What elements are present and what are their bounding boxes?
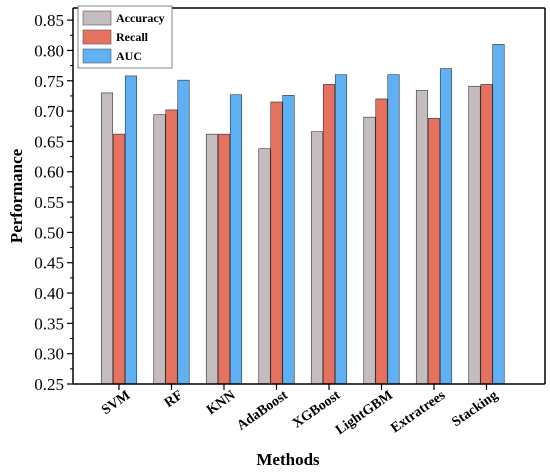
y-tick-label: 0.35: [34, 314, 64, 333]
bar-recall-lightgbm: [375, 98, 388, 385]
y-tick-label: 0.30: [34, 345, 64, 364]
legend-label-auc: AUC: [116, 49, 142, 63]
labels-layer: 0.25 0.30 0.35 0.40 0.45 0.50 0.55 0.60 0.65 0.70…: [7, 11, 501, 469]
bar-recall-extratrees: [427, 118, 441, 385]
bar-auc-lightgbm: [387, 74, 400, 385]
y-tick-label: 0.25: [34, 375, 64, 394]
y-axis-title: Performance: [7, 148, 26, 243]
bar-auc-svm: [124, 75, 138, 385]
x-tick-label-svm: SVM: [99, 388, 133, 418]
legend-swatch-auc: [82, 48, 112, 64]
bar-accuracy-xgboost: [310, 131, 324, 385]
bar-recall-xgboost: [322, 84, 336, 385]
x-tick-label-lightgbm: LightGBM: [333, 388, 396, 438]
bar-auc-adaboost: [282, 95, 295, 385]
bar-recall-svm: [112, 133, 126, 385]
bar-auc-xgboost: [334, 74, 348, 385]
legend-label-accuracy: Accuracy: [116, 11, 165, 25]
y-tick-label: 0.80: [34, 41, 64, 60]
bar-accuracy-knn: [205, 133, 219, 385]
bar-recall-rf: [165, 109, 178, 385]
bar-accuracy-rf: [153, 114, 166, 385]
y-tick-label: 0.55: [34, 193, 64, 212]
bar-auc-rf: [177, 79, 190, 385]
bar-accuracy-adaboost: [258, 148, 271, 385]
legend-swatch-accuracy: [82, 10, 112, 26]
bar-accuracy-svm: [100, 92, 114, 385]
y-tick-label: 0.50: [34, 223, 64, 242]
bar-recall-stacking: [480, 84, 493, 385]
bar-recall-adaboost: [270, 101, 283, 385]
x-tick-label-rf: RF: [162, 388, 186, 411]
x-tick-label-adaboost: AdaBoost: [234, 388, 291, 434]
y-tick-label: 0.75: [34, 72, 64, 91]
bar-recall-knn: [217, 133, 231, 385]
bar-auc-extratrees: [439, 68, 453, 385]
bar-accuracy-lightgbm: [363, 116, 376, 385]
y-tick-label: 0.85: [34, 11, 64, 30]
bar-accuracy-stacking: [468, 85, 481, 385]
bar-auc-stacking: [492, 44, 505, 385]
x-axis-title: Methods: [256, 450, 320, 469]
bar-accuracy-extratrees: [415, 90, 429, 385]
legend-label-recall: Recall: [116, 30, 149, 44]
y-tick-label: 0.70: [34, 102, 64, 121]
y-tick-label: 0.65: [34, 132, 64, 151]
legend-swatch-recall: [82, 29, 112, 45]
y-tick-label: 0.60: [34, 163, 64, 182]
y-tick-label: 0.40: [34, 284, 64, 303]
y-tick-label: 0.45: [34, 254, 64, 273]
x-tick-label-stacking: Stacking: [449, 388, 500, 430]
legend: Accuracy Recall AUC: [77, 5, 173, 69]
bars-layer: [100, 44, 505, 385]
bar-auc-knn: [229, 94, 243, 385]
x-tick-label-extratrees: Extratrees: [388, 388, 448, 437]
x-tick-label-knn: KNN: [204, 388, 238, 418]
